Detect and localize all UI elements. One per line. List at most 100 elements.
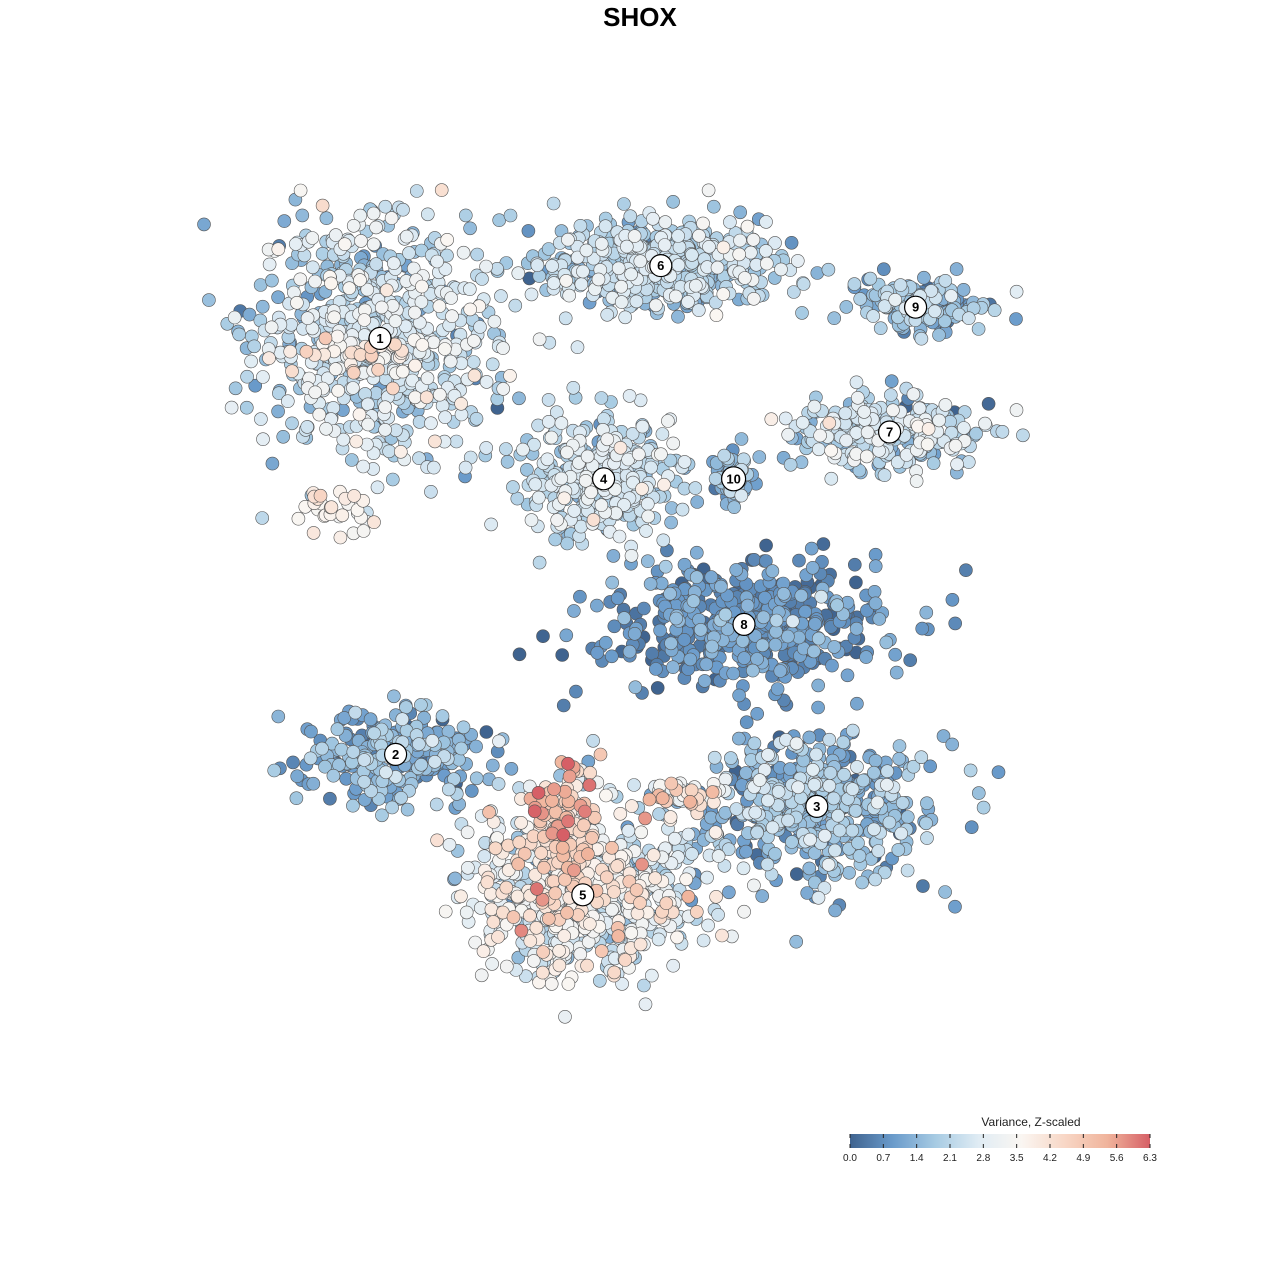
data-point [971, 786, 986, 800]
data-point [610, 591, 625, 606]
data-point [880, 764, 895, 779]
data-point [334, 742, 349, 757]
data-point [326, 401, 341, 415]
data-point [791, 780, 805, 795]
data-point [726, 666, 741, 681]
data-point [827, 640, 842, 654]
data-point [591, 272, 606, 287]
data-point [454, 741, 469, 756]
data-point [689, 570, 704, 585]
data-point [651, 932, 666, 947]
data-point [559, 273, 574, 288]
data-point [613, 440, 628, 455]
data-point [648, 871, 662, 886]
data-point [803, 832, 817, 847]
data-point [293, 272, 308, 287]
data-point [938, 885, 952, 899]
data-point [590, 645, 605, 660]
data-point [683, 652, 698, 667]
data-point [484, 902, 499, 917]
data-point [643, 577, 658, 591]
data-point [705, 639, 719, 654]
data-point [681, 295, 695, 309]
data-point [681, 827, 696, 842]
data-point [353, 273, 367, 287]
data-point [503, 208, 518, 223]
data-point [330, 722, 345, 737]
data-point [480, 875, 495, 890]
data-point [458, 208, 473, 223]
cluster-label-3: 3 [805, 794, 829, 819]
data-point [715, 928, 729, 943]
data-point [425, 733, 440, 748]
data-point [426, 335, 441, 350]
data-point [470, 247, 485, 262]
data-point [318, 759, 332, 774]
data-point [357, 313, 372, 327]
data-point [692, 229, 706, 243]
data-point [807, 644, 821, 659]
data-point [594, 944, 609, 958]
data-point [987, 303, 1002, 318]
data-point [328, 362, 343, 376]
data-point [462, 282, 477, 297]
data-point [548, 886, 563, 901]
data-point [847, 557, 862, 572]
data-point [382, 444, 396, 459]
data-point [524, 287, 539, 302]
data-point [427, 754, 442, 769]
data-point [711, 849, 726, 863]
data-point [969, 426, 983, 441]
data-point [617, 197, 631, 211]
data-point [736, 861, 751, 876]
data-point [652, 807, 666, 821]
data-point [326, 768, 341, 783]
data-point [399, 700, 413, 715]
data-point [938, 273, 953, 288]
data-point [945, 737, 960, 752]
data-point [545, 793, 559, 808]
data-point [919, 605, 934, 620]
data-point [582, 917, 597, 931]
data-point [357, 753, 372, 767]
data-point [646, 212, 660, 226]
data-point [544, 977, 559, 991]
data-point [877, 865, 892, 880]
data-point [919, 816, 933, 831]
data-point [541, 242, 556, 256]
data-point [906, 387, 921, 402]
data-point [500, 454, 515, 469]
data-point [709, 308, 724, 323]
data-point [424, 416, 438, 431]
data-point [523, 908, 537, 923]
data-point [530, 882, 544, 896]
data-point [883, 388, 898, 402]
data-point [467, 368, 482, 383]
data-point [635, 419, 650, 434]
data-point [688, 481, 703, 495]
data-point [271, 709, 286, 724]
data-point [347, 489, 361, 503]
data-point [348, 705, 363, 720]
legend-tick-label: 2.8 [976, 1153, 990, 1164]
data-point [510, 889, 525, 904]
data-point [717, 448, 732, 463]
data-point [594, 237, 609, 251]
data-point [871, 844, 886, 858]
data-point [677, 557, 692, 572]
data-point [561, 232, 575, 247]
data-point [432, 299, 447, 314]
data-point [802, 861, 817, 876]
data-point [1009, 284, 1024, 299]
data-point [438, 410, 452, 425]
data-point [419, 390, 434, 405]
data-point [304, 724, 318, 739]
data-point [607, 885, 621, 899]
data-point [771, 784, 786, 799]
data-point [369, 220, 383, 235]
data-point [739, 844, 753, 859]
data-point [670, 930, 684, 945]
data-point [499, 880, 514, 895]
data-point [663, 810, 678, 824]
data-point [617, 611, 632, 625]
